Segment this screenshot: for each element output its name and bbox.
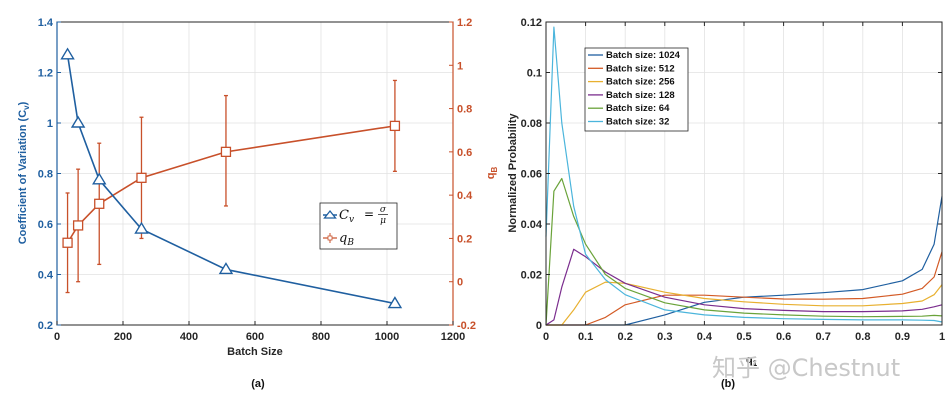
square-marker-icon [94,198,105,209]
panel-a-legend: Cv = σ μ qB [319,202,398,250]
panel-b-caption: (b) [721,378,735,390]
triangle-marker-icon [70,115,86,128]
y-tick-label: 0 [536,320,542,332]
panel-a-chart: 0 200 400 600 800 1000 1200 0.2 0.4 0.6 0.8 1 1.2 1.4… [17,17,499,390]
y-tick-label: 0.8 [38,169,53,181]
x-tick-label: 400 [180,331,198,343]
x-tick-label: 0.3 [657,331,672,343]
panel-a-legend-box [319,202,398,250]
y-tick-label: 1 [47,118,53,130]
panel-a-ylabel-right: qB [485,167,499,180]
panel-a-caption: (a) [251,378,265,390]
distribution-line [545,26,943,323]
panel-b-legend-box [584,47,689,132]
x-tick-label: 0 [54,331,60,343]
panel-b-ticks: 0 0.1 0.2 0.3 0.4 0.5 0.6 0.7 0.8 0.9 1 0 0.02 0.04 0.… [521,17,945,343]
x-tick-label: 0.5 [736,331,751,343]
x-tick-label: 0.2 [618,331,633,343]
x-tick-label: 0.7 [816,331,831,343]
y-right-tick-label: 0.8 [457,104,472,116]
legend-entry: Batch size: 512 [606,63,675,74]
triangle-marker-icon [134,221,149,234]
y-tick-label: 1.4 [38,17,54,29]
legend-mu: μ [380,216,386,226]
triangle-marker-icon [387,296,403,309]
x-tick-label: 1000 [375,331,399,343]
cv-line [66,54,396,305]
square-marker-icon [389,120,401,132]
distribution-line [545,177,943,326]
panel-a-ticks: 0 200 400 600 800 1000 1200 0.2 0.4 0.6 0.8 1 1.2 1.4… [38,17,476,343]
y-right-tick-label: 0.2 [457,233,472,245]
square-marker-icon [72,220,84,231]
triangle-marker-icon [92,172,107,185]
x-tick-label: 0 [543,331,549,343]
square-marker-icon [136,172,147,183]
y-right-tick-label: -0.2 [457,320,476,332]
x-tick-label: 0.1 [578,331,593,343]
y-tick-label: 0.6 [38,219,53,231]
watermark: 知乎 @Chestnut [712,354,900,382]
panel-a-xlabel: Batch Size [227,346,283,358]
square-marker-icon [62,237,73,248]
legend-entry: Batch size: 128 [606,90,675,101]
legend-equals: = [364,207,374,221]
y-tick-label: 0.12 [521,17,542,29]
x-tick-label: 1200 [441,331,465,343]
y-right-tick-label: 0.6 [457,147,472,159]
legend-qb-label: qB [339,231,354,248]
y-tick-label: 0.1 [527,68,542,80]
legend-cv-label: Cv [339,208,354,225]
panel-a-ylabel: Coefficient of Variation (Cv) [17,101,31,244]
x-tick-label: 1 [939,331,945,343]
x-tick-label: 0.8 [855,331,870,343]
panel-b-legend: Batch size: 1024 Batch size: 512 Batch siz… [584,47,689,132]
square-marker-icon [220,146,232,158]
panel-b-ylabel: Normalized Probability [507,113,519,233]
y-right-tick-label: 0 [457,277,463,289]
y-tick-label: 1.2 [38,68,53,80]
legend-triangle-marker-icon [323,209,337,219]
y-tick-label: 0.2 [38,320,53,332]
x-tick-label: 0.4 [697,331,713,343]
legend-entry: Batch size: 256 [606,77,675,88]
panel-b-xlabel: q1 [746,354,758,368]
legend-sigma: σ [380,205,387,215]
y-tick-label: 0.08 [521,118,542,130]
distribution-line [545,248,943,326]
y-tick-label: 0.04 [521,219,543,231]
legend-entry: Batch size: 64 [606,103,670,114]
x-tick-label: 600 [246,331,264,343]
y-right-tick-label: 0.4 [457,190,473,202]
y-tick-label: 0.06 [521,169,542,181]
panel-b-chart: 0 0.1 0.2 0.3 0.4 0.5 0.6 0.7 0.8 0.9 1 0 0.02 0.04 0.… [507,17,945,390]
x-tick-label: 0.9 [895,331,910,343]
x-tick-label: 0.6 [776,331,791,343]
triangle-marker-icon [60,47,75,60]
triangle-marker-icon [218,262,234,275]
legend-entry: Batch size: 1024 [606,50,681,61]
distribution-line [546,281,943,326]
y-right-tick-label: 1 [457,60,463,72]
panel-a-series [60,47,403,309]
y-tick-label: 0.4 [38,270,54,282]
legend-entry: Batch size: 32 [606,117,669,128]
legend-errorbar-marker-icon [327,235,333,241]
x-tick-label: 200 [114,331,132,343]
y-right-tick-label: 1.2 [457,17,472,29]
x-tick-label: 800 [312,331,330,343]
y-tick-label: 0.02 [521,270,542,282]
